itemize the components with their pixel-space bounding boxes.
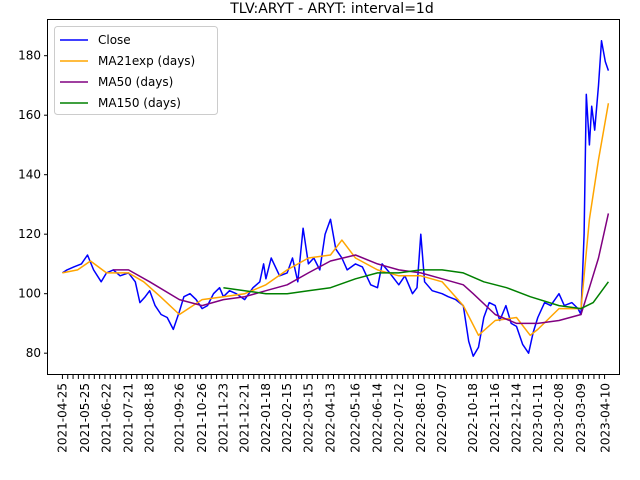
x-tick-label: 2023-04-10 — [598, 383, 612, 453]
x-tick-label: 2022-10-18 — [466, 383, 480, 453]
legend-box — [54, 26, 218, 115]
x-tick-label: 2021-08-18 — [143, 383, 157, 453]
x-tick-label: 2022-05-16 — [349, 383, 363, 453]
legend-label: Close — [98, 33, 131, 47]
legend-label: MA21exp (days) — [98, 54, 195, 68]
series-line — [113, 213, 610, 325]
x-tick-label: 2022-06-14 — [371, 383, 385, 453]
x-tick-label: 2021-10-26 — [195, 383, 209, 453]
legend-label: MA50 (days) — [98, 75, 173, 89]
x-tick-label: 2022-08-10 — [414, 383, 428, 453]
series-line — [223, 269, 610, 310]
x-tick-label: 2023-02-08 — [552, 383, 566, 453]
x-tick-label: 2022-07-12 — [392, 383, 406, 453]
legend: Close MA21exp (days) MA50 (days) MA150 (day… — [54, 26, 218, 115]
y-tick-label: 160 — [18, 108, 41, 122]
x-tick-label: 2022-09-07 — [435, 383, 449, 453]
x-tick-label: 2022-11-16 — [488, 383, 502, 453]
x-tick-label: 2021-05-25 — [78, 383, 92, 453]
chart-title: TLV:ARYT - ARYT: interval=1d — [229, 1, 433, 17]
y-tick-label: 80 — [26, 346, 41, 360]
x-tick-label: 2021-09-26 — [172, 383, 186, 453]
x-tick-label: 2022-03-15 — [301, 383, 315, 453]
x-tick-label: 2021-07-21 — [121, 383, 135, 453]
x-tick-label: 2022-01-18 — [259, 383, 273, 453]
series-line — [62, 103, 610, 337]
legend-label: MA150 (days) — [98, 96, 181, 110]
x-tick-label: 2022-04-13 — [323, 383, 337, 453]
x-tick-label: 2022-02-15 — [280, 383, 294, 453]
x-tick-label: 2021-04-25 — [55, 383, 69, 453]
x-tick-label: 2022-12-14 — [509, 383, 523, 453]
y-tick-label: 140 — [18, 168, 41, 182]
y-tick-label: 120 — [18, 227, 41, 241]
y-axis: 80 100 120 140 160 180 — [18, 49, 48, 360]
series-layer — [61, 40, 610, 357]
y-tick-label: 180 — [18, 49, 41, 63]
x-tick-label: 2023-01-11 — [531, 383, 545, 453]
x-tick-label: 2023-03-09 — [574, 383, 588, 453]
series-line — [61, 40, 610, 357]
x-tick-label: 2021-11-23 — [216, 383, 230, 453]
y-tick-label: 100 — [18, 287, 41, 301]
x-axis: 2021-04-25 2021-05-25 2021-06-22 2021-07-21… — [55, 374, 612, 453]
x-tick-label: 2021-12-21 — [238, 383, 252, 453]
x-tick-label: 2021-06-22 — [99, 383, 113, 453]
